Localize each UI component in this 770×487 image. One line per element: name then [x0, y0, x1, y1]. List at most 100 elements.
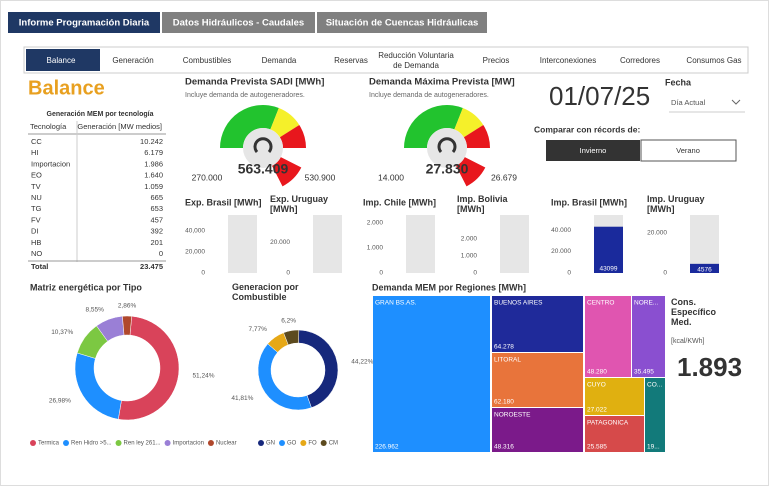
tab[interactable]	[317, 12, 487, 33]
y-tick-label: 2.000	[461, 236, 478, 243]
table-cell: EO	[31, 171, 42, 180]
bar-background	[313, 215, 342, 273]
nav-item[interactable]: Consumos Gas	[686, 56, 741, 65]
bar-background	[406, 215, 435, 273]
treemap-label: NORE...	[634, 300, 658, 307]
gauge-subtitle: Incluye demanda de autogeneradores.	[185, 92, 305, 99]
nav-item[interactable]: Generación	[112, 56, 153, 65]
legend-label[interactable]: Termica	[38, 441, 60, 447]
treemap-cell[interactable]	[492, 408, 583, 452]
y-tick-label: 20.000	[647, 230, 667, 237]
table-header: Generación [MW medios]	[77, 122, 162, 131]
nav-item[interactable]: Precios	[483, 56, 510, 65]
treemap-label: PATAGONICA	[587, 420, 629, 427]
legend-label[interactable]: GN	[266, 441, 275, 447]
nav-item[interactable]: Balance	[47, 56, 76, 65]
treemap-cell[interactable]	[585, 416, 644, 452]
treemap-value: 48.280	[587, 369, 607, 376]
legend-swatch[interactable]	[164, 440, 171, 446]
legend-label[interactable]: Importacion	[173, 441, 204, 447]
legend-label[interactable]: Ren ley 261...	[124, 441, 161, 447]
nav-item[interactable]: Reducción Voluntaria de Demanda	[378, 51, 454, 70]
table-cell: TG	[31, 204, 42, 213]
legend-swatch[interactable]	[279, 440, 285, 446]
gauge-band	[272, 157, 302, 187]
bar-value-label: 4576	[697, 267, 712, 274]
treemap-value: 27.022	[587, 407, 607, 414]
gauge-band	[404, 104, 463, 148]
treemap-label: BUENOS AIRES	[494, 300, 543, 307]
treemap-cell[interactable]	[492, 296, 583, 352]
record-winner-button[interactable]	[546, 140, 640, 161]
bar-background	[500, 215, 529, 273]
tab-label: Datos Hidráulicos - Caudales	[173, 18, 304, 29]
gauge-band	[456, 157, 486, 187]
table-cell: HI	[31, 148, 39, 157]
kpi-title: Cons. Específico Med.	[671, 297, 717, 327]
bar-background	[228, 215, 257, 273]
treemap-cell[interactable]	[585, 378, 644, 415]
treemap-cell[interactable]	[373, 296, 490, 452]
legend-swatch[interactable]	[300, 440, 307, 446]
legend-swatch[interactable]	[115, 440, 122, 446]
table-cell: 10.242	[140, 137, 163, 146]
table-cell: 6.179	[144, 148, 163, 157]
donut-label: 44,22%	[351, 359, 373, 366]
treemap-label: LITORAL	[494, 357, 521, 364]
record-option[interactable]: Invierno	[580, 146, 607, 155]
legend-label[interactable]: CM	[329, 441, 338, 447]
tab[interactable]	[162, 12, 315, 33]
tab[interactable]	[8, 12, 160, 33]
legend-swatch[interactable]	[207, 440, 214, 446]
table-total: Total	[31, 262, 48, 271]
legend-swatch[interactable]	[30, 440, 36, 446]
gauge-max: 530.900	[305, 172, 336, 182]
y-tick-label: 0	[201, 270, 205, 277]
gauge-value: 563.409	[238, 161, 289, 177]
y-tick-label: 1.000	[461, 253, 478, 260]
legend-label[interactable]: Ren Hidro >5...	[71, 441, 112, 447]
table-cell: NU	[31, 193, 42, 202]
treemap-cell[interactable]	[645, 378, 665, 452]
nav-item[interactable]: Corredores	[620, 56, 660, 65]
table-cell: 1.059	[144, 182, 163, 191]
bar-chart-title: Imp. Bolivia [MWh]	[457, 194, 509, 214]
table-header: Tecnología	[30, 122, 67, 131]
treemap-cell[interactable]	[585, 296, 631, 377]
donut-title: Matriz energética por Tipo	[30, 282, 142, 292]
donut-label: 7,77%	[249, 326, 268, 333]
page-title: Balance	[28, 77, 105, 99]
table-cell: 392	[150, 227, 163, 236]
gauge-band	[270, 108, 300, 138]
record-summer-button[interactable]	[640, 139, 737, 162]
date-label: Fecha	[665, 77, 692, 87]
nav-item[interactable]: Interconexiones	[540, 56, 596, 65]
record-option[interactable]: Verano	[676, 146, 700, 155]
nav-item[interactable]: Demanda	[262, 56, 297, 65]
nav-item[interactable]: Reservas	[334, 56, 368, 65]
legend-label[interactable]: GO	[287, 441, 297, 447]
bar-background	[690, 215, 719, 273]
bar-chart-title: Imp. Brasil [MWh]	[551, 197, 627, 207]
gauge-band	[220, 105, 279, 148]
legend-swatch[interactable]	[63, 440, 70, 446]
donut-label: 51,24%	[192, 373, 214, 380]
bar-chart-title: Exp. Brasil [MWh]	[185, 197, 262, 207]
donut-slice	[122, 315, 132, 336]
treemap-label: CUYO	[587, 382, 606, 389]
table-cell: NO	[31, 249, 42, 258]
legend-swatch[interactable]	[320, 440, 327, 446]
nav-item[interactable]: Combustibles	[183, 56, 231, 65]
treemap-cell[interactable]	[492, 353, 583, 407]
table-cell: 653	[150, 204, 163, 213]
donut-slice	[283, 329, 300, 346]
bar	[594, 226, 623, 273]
date-selector[interactable]: Día Actual	[671, 98, 706, 107]
legend-label[interactable]: Nuclear	[216, 441, 237, 447]
legend-label[interactable]: FO	[308, 441, 317, 447]
legend-swatch[interactable]	[258, 440, 264, 446]
treemap-cell[interactable]	[632, 296, 665, 377]
nav-active[interactable]	[26, 49, 100, 71]
